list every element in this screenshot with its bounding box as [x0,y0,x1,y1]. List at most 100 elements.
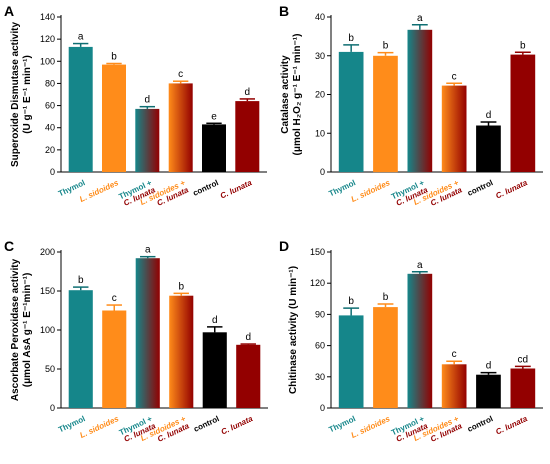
y-tick-label: 100 [40,325,55,335]
bar [407,29,433,172]
significance-letter: a [78,32,84,43]
x-tick-label-line: L. sidoides [78,178,120,204]
significance-letter: c [452,349,457,360]
x-tick-label-line: C. lunata [494,414,529,437]
x-tick-label-line: L. sidoides [350,178,392,204]
chart-panel-c: C 0 50 100 150 200 Ascorbate Peroxidase activi… [4,238,268,444]
bar [441,85,467,172]
y-tick-label: 20 [315,90,325,100]
significance-letter: d [486,110,492,121]
y-tick-label: 100 [40,56,55,66]
bar [202,124,226,172]
bar [102,64,126,172]
significance-letter: d [245,87,251,98]
bar [135,258,160,408]
panel-label: C [4,238,14,254]
x-tick-label-line: L. sidoides [350,414,392,440]
y-tick-label: 150 [40,286,55,296]
bar [476,125,501,172]
x-tick-label-line: C. lunata [220,414,255,437]
x-tick-label: L. sidoides [78,414,120,440]
bar [441,364,467,408]
y-tick-label: 40 [315,12,325,22]
bar [168,83,193,172]
x-tick-label: L. sidoides [350,178,392,204]
bar [68,46,93,172]
significance-letter: c [452,71,457,82]
chart-panel-d: D 0 30 60 90 120 150 Chitinase activity (U min⁻… [279,238,543,444]
bar [373,307,398,408]
x-tick-label: control [192,178,220,198]
y-tick-label: 140 [40,12,55,22]
bar [373,55,398,173]
y-tick-label: 30 [315,51,325,61]
bar [510,54,536,172]
y-tick-label: 0 [50,403,55,413]
panel-label: D [279,238,289,254]
y-axis-label: Chitinase activity (U min⁻¹) [288,266,299,394]
significance-letter: d [212,315,218,326]
significance-letter: b [520,40,526,51]
y-tick-label: 50 [45,364,55,374]
x-tick-label: C. lunata [219,178,254,201]
significance-letter: b [348,33,354,44]
significance-letter: e [211,111,217,122]
y-tick-label: 120 [40,34,55,44]
bar [407,273,433,408]
significance-letter: d [245,332,251,343]
y-axis-label: (μmol H₂O₂ g⁻¹ E⁻¹ min⁻¹) [292,34,303,156]
x-tick-label: L. sidoides [350,414,392,440]
x-tick-label-line: control [466,414,494,434]
significance-letter: c [112,293,117,304]
y-tick-label: 20 [45,145,55,155]
significance-letter: d [486,361,492,372]
y-tick-label: 40 [45,123,55,133]
x-tick-label-line: control [192,414,220,434]
significance-letter: b [348,296,354,307]
significance-letter: a [417,260,423,271]
y-tick-label: 10 [315,128,325,138]
x-tick-label: L. sidoides [78,178,120,204]
significance-letter: b [178,281,184,292]
significance-letter: cd [518,354,529,365]
y-tick-label: 200 [40,247,55,257]
bar [510,368,536,408]
y-tick-label: 120 [310,278,325,288]
bar [202,332,227,408]
bar [135,108,160,172]
x-tick-label: control [466,178,494,198]
significance-letter: c [178,69,183,80]
x-tick-label: control [466,414,494,434]
significance-letter: b [383,41,389,52]
significance-letter: a [417,13,423,24]
y-tick-label: 150 [310,247,325,257]
bar [102,310,127,408]
x-tick-label-line: control [466,178,494,198]
y-tick-label: 30 [315,372,325,382]
y-axis-label: Superoxide Dismutase activity [10,22,21,167]
x-tick-label-line: C. lunata [494,178,529,201]
panel-label: B [279,3,289,19]
y-axis-label: Ascorbate Peroxidase activity [10,258,21,401]
chart-panel-a: A 0 20 40 60 80 100 120 140 Superoxide Dismutase … [4,3,267,208]
significance-letter: b [111,52,117,63]
bar [68,290,93,408]
bar [169,295,194,408]
bar [236,344,261,408]
panel-label: A [4,3,14,19]
significance-letter: a [145,245,151,256]
y-axis-label: (μmol AsA g⁻¹ E⁻¹min⁻¹) [22,273,33,388]
y-axis-label: Catalase activity [280,55,291,134]
bar [338,51,364,172]
significance-letter: b [78,275,84,286]
x-tick-label-line: L. sidoides [78,414,120,440]
chart-panel-b: B 0 10 20 30 40 Catalase activity (μmol H₂O₂ g⁻… [279,3,543,208]
bar [476,374,501,408]
y-tick-label: 90 [315,309,325,319]
x-tick-label: C. lunata [494,178,529,201]
significance-letter: b [383,292,389,303]
x-tick-label: C. lunata [494,414,529,437]
y-tick-label: 80 [45,78,55,88]
bar [338,315,364,408]
